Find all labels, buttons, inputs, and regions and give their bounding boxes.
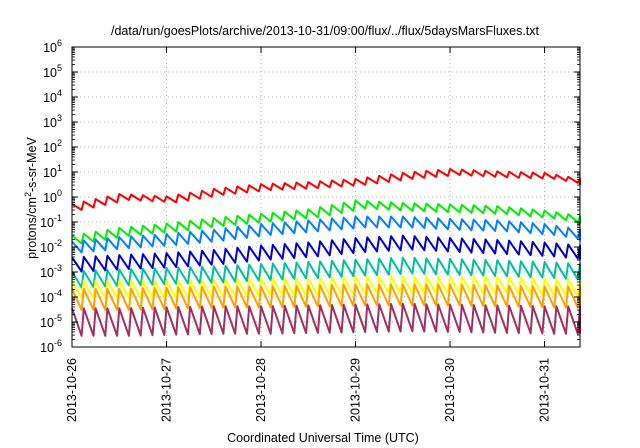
y-tick-exponent: 1 xyxy=(57,163,62,173)
y-tick-labels: 10-610-510-410-310-210-11001011021031041… xyxy=(40,38,62,355)
x-tick-label: 2013-10-28 xyxy=(254,358,268,422)
tick-layer xyxy=(71,46,580,348)
y-tick-exponent: 6 xyxy=(57,38,62,48)
y-tick-base: 10 xyxy=(43,141,57,155)
series-line xyxy=(71,283,581,311)
y-tick-base: 10 xyxy=(40,341,54,355)
y-tick-label: 102 xyxy=(43,138,62,155)
series-line xyxy=(71,256,581,289)
x-tick-label: 2013-10-29 xyxy=(349,358,363,422)
y-tick-exponent: -5 xyxy=(54,313,62,323)
y-tick-exponent: -2 xyxy=(54,238,62,248)
y-tick-exponent: 3 xyxy=(57,113,62,123)
y-tick-exponent: -1 xyxy=(54,213,62,223)
series-line xyxy=(71,168,581,211)
y-tick-label: 105 xyxy=(43,63,62,80)
series-line xyxy=(71,234,581,273)
y-tick-label: 101 xyxy=(43,163,62,180)
y-tick-base: 10 xyxy=(40,266,54,280)
y-tick-base: 10 xyxy=(43,66,57,80)
y-tick-base: 10 xyxy=(40,316,54,330)
y-tick-label: 10-6 xyxy=(40,338,62,355)
y-tick-base: 10 xyxy=(40,241,54,255)
y-axis-label-superscript: 2 xyxy=(23,192,33,197)
y-tick-exponent: 4 xyxy=(57,88,62,98)
y-tick-exponent: -6 xyxy=(54,338,62,348)
x-tick-label: 2013-10-26 xyxy=(65,358,79,422)
y-axis-label-suffix: -s-sr-MeV xyxy=(25,136,39,192)
series-layer xyxy=(71,168,581,337)
y-tick-base: 10 xyxy=(40,216,54,230)
x-tick-label: 2013-10-31 xyxy=(538,358,552,422)
y-tick-base: 10 xyxy=(40,291,54,305)
y-tick-label: 103 xyxy=(43,113,62,130)
y-tick-label: 100 xyxy=(43,188,62,205)
x-tick-labels: 2013-10-26 2013-10-27 2013-10-28 2013-10-29… xyxy=(65,358,552,422)
y-axis-label: protons/cm2-s-sr-MeV xyxy=(23,136,39,258)
y-tick-exponent: -4 xyxy=(54,288,62,298)
y-tick-label: 10-3 xyxy=(40,263,62,280)
y-tick-base: 10 xyxy=(43,166,57,180)
y-tick-exponent: 5 xyxy=(57,63,62,73)
y-tick-base: 10 xyxy=(43,191,57,205)
series-line xyxy=(71,302,581,337)
y-tick-label: 10-1 xyxy=(40,213,62,230)
y-tick-exponent: 2 xyxy=(57,138,62,148)
series-line xyxy=(71,199,581,245)
y-tick-exponent: -3 xyxy=(54,263,62,273)
y-tick-label: 104 xyxy=(43,88,62,105)
x-tick-label: 2013-10-27 xyxy=(160,358,174,422)
y-tick-base: 10 xyxy=(43,41,57,55)
y-tick-label: 10-5 xyxy=(40,313,62,330)
y-tick-label: 10-4 xyxy=(40,288,62,305)
y-tick-label: 106 xyxy=(43,38,62,55)
y-axis-label-prefix: protons/cm xyxy=(25,197,39,259)
y-tick-label: 10-2 xyxy=(40,238,62,255)
series-line xyxy=(71,215,581,254)
chart-title: /data/run/goesPlots/archive/2013-10-31/0… xyxy=(111,24,540,38)
y-tick-base: 10 xyxy=(43,91,57,105)
x-tick-label: 2013-10-30 xyxy=(443,358,457,422)
y-tick-exponent: 0 xyxy=(57,188,62,198)
x-axis-label: Coordinated Universal Time (UTC) xyxy=(227,431,419,445)
y-tick-base: 10 xyxy=(43,116,57,130)
